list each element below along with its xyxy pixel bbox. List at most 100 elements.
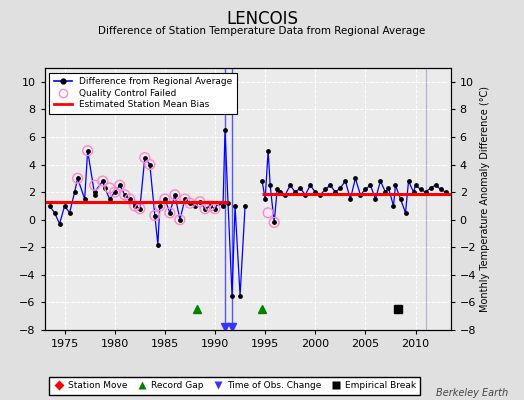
Point (405, 178, 413, 184)
Point (264, 210, 272, 216)
Point (261, 196, 269, 202)
Text: Berkeley Earth: Berkeley Earth (436, 388, 508, 398)
Legend: Station Move, Record Gap, Time of Obs. Change, Empirical Break: Station Move, Record Gap, Time of Obs. C… (49, 377, 420, 395)
Point (381, 189, 390, 195)
Text: Difference of Station Temperature Data from Regional Average: Difference of Station Temperature Data f… (99, 26, 425, 36)
Point (286, 182, 294, 188)
Point (401, 210, 410, 216)
Point (296, 185, 304, 191)
Point (211, 206, 219, 212)
Point (130, 203, 139, 209)
Point (154, 241, 162, 248)
Point (70, 189, 79, 195)
Point (136, 206, 144, 212)
Point (221, 127, 229, 133)
Point (111, 189, 119, 195)
Point (321, 186, 330, 192)
Point (206, 203, 214, 209)
Point (276, 189, 285, 195)
Point (105, 185, 114, 191)
Point (421, 189, 430, 195)
Point (181, 196, 189, 202)
Point (166, 210, 174, 216)
Point (91, 189, 99, 195)
Point (66, 210, 74, 216)
Point (236, 292, 244, 299)
Point (417, 186, 425, 192)
Point (316, 192, 324, 198)
Point (181, 196, 189, 202)
Point (224, 200, 232, 206)
Point (214, 200, 222, 206)
Point (166, 210, 174, 216)
Point (46, 203, 54, 209)
Point (281, 192, 289, 198)
Point (185, 200, 194, 206)
Point (311, 189, 320, 195)
Point (60, 203, 69, 209)
Point (346, 196, 355, 202)
Point (201, 206, 209, 212)
Point (116, 182, 124, 188)
Point (196, 198, 204, 205)
Point (270, 219, 278, 226)
Point (185, 200, 194, 206)
Point (121, 192, 129, 198)
Point (356, 192, 365, 198)
Point (441, 189, 450, 195)
Point (264, 148, 272, 154)
Point (301, 192, 310, 198)
Point (111, 189, 119, 195)
Point (270, 219, 278, 226)
Point (81, 196, 89, 202)
Point (91, 192, 99, 198)
Point (331, 189, 340, 195)
Point (161, 196, 169, 202)
Point (409, 189, 418, 195)
Point (219, 203, 227, 209)
Point (126, 196, 134, 202)
Point (266, 182, 275, 188)
Point (436, 186, 445, 192)
Point (116, 182, 124, 188)
Point (91, 182, 99, 188)
Point (336, 185, 345, 191)
Point (228, 292, 236, 299)
Text: LENCOIS: LENCOIS (226, 10, 298, 28)
Point (73, 175, 82, 182)
Point (150, 212, 159, 219)
Point (101, 185, 109, 191)
Point (140, 154, 149, 161)
Point (391, 182, 400, 188)
Point (371, 196, 379, 202)
Point (83, 148, 92, 154)
Point (156, 203, 164, 209)
Point (140, 154, 149, 161)
Point (211, 206, 219, 212)
Point (396, 196, 405, 202)
Point (130, 203, 139, 209)
Point (73, 175, 82, 182)
Point (326, 182, 334, 188)
Point (105, 196, 114, 202)
Point (241, 203, 249, 209)
Point (351, 175, 359, 182)
Point (126, 196, 134, 202)
Point (361, 186, 369, 192)
Point (176, 216, 184, 223)
Legend: Difference from Regional Average, Quality Control Failed, Estimated Station Mean: Difference from Regional Average, Qualit… (49, 72, 237, 114)
Point (171, 192, 179, 198)
Point (50, 210, 59, 216)
Point (389, 203, 398, 209)
Point (231, 203, 239, 209)
Point (411, 182, 420, 188)
Point (376, 178, 385, 184)
Point (146, 161, 154, 168)
Point (341, 178, 350, 184)
Point (306, 182, 314, 188)
Point (258, 178, 266, 184)
Point (291, 189, 299, 195)
Point (201, 206, 209, 212)
Point (150, 212, 159, 219)
Point (206, 203, 214, 209)
